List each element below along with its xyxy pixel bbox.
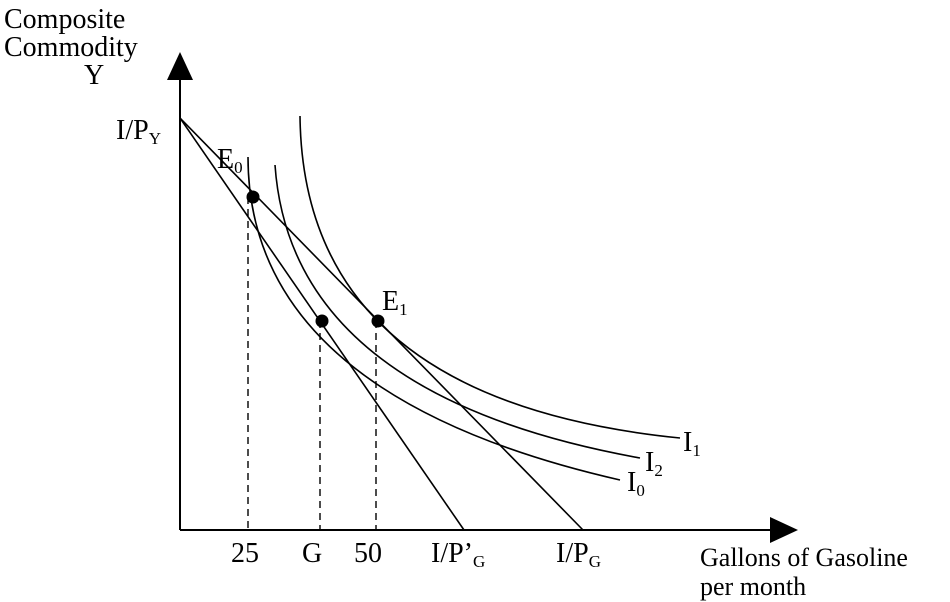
budget-line-original-price-label-sub: G xyxy=(588,552,601,571)
indifference-curve-label-i1: I1 xyxy=(683,427,701,460)
equilibrium-point-e0 xyxy=(246,190,260,204)
x-tick-g: G xyxy=(302,538,323,569)
x-tick-50: 50 xyxy=(354,538,382,569)
equilibrium-label-e1-main: E xyxy=(382,286,400,317)
equilibrium-label-e0: E0 xyxy=(217,144,243,177)
indifference-curve-label-i2-main: I xyxy=(645,447,655,478)
indifference-curve-label-i0-main: I xyxy=(627,467,637,498)
indifference-curve-label-i0-sub: 0 xyxy=(636,481,645,500)
budget-line-new-price-label: I/P’G xyxy=(431,538,486,571)
equilibrium-label-e0-sub: 0 xyxy=(234,158,243,177)
intermediate-point-g xyxy=(315,314,329,328)
y-axis-label-line-2: Commodity xyxy=(4,32,138,63)
x-tick-25: 25 xyxy=(231,538,259,569)
x-axis-label-line-2: per month xyxy=(700,572,807,601)
indifference-curve-label-i2: I2 xyxy=(645,447,663,480)
indifference-curve-i0 xyxy=(247,156,621,481)
equilibrium-label-e0-main: E xyxy=(217,144,235,175)
equilibrium-label-e1: E1 xyxy=(382,286,408,319)
indifference-curve-label-i1-main: I xyxy=(683,427,693,458)
indifference-curve-label-i1-sub: 1 xyxy=(692,441,701,460)
x-axis-label-line-1: Gallons of Gasoline xyxy=(700,543,908,572)
y-axis-label: Composite Commodity Y xyxy=(4,6,138,90)
budget-line-original-price-label-main: I/P xyxy=(556,538,589,569)
y-axis-arrowhead xyxy=(167,52,193,80)
y-intercept-label: I/PY xyxy=(116,115,161,148)
x-axis-arrowhead xyxy=(770,517,798,543)
budget-line-original-price-label: I/PG xyxy=(556,538,601,571)
indifference-curve-i1 xyxy=(299,115,681,439)
y-axis-label-line-3: Y xyxy=(84,60,105,91)
y-intercept-label-sub: Y xyxy=(148,129,161,148)
y-axis-label-line-1: Composite xyxy=(4,4,126,35)
budget-line-new-price-label-main: I/P’ xyxy=(431,538,473,569)
indifference-curve-i2 xyxy=(274,164,641,459)
equilibrium-label-e1-sub: 1 xyxy=(399,300,408,319)
y-intercept-label-main: I/P xyxy=(116,115,149,146)
indifference-curve-label-i2-sub: 2 xyxy=(654,461,663,480)
equilibrium-point-e1 xyxy=(371,314,385,328)
budget-line-new-price-label-sub: G xyxy=(473,552,486,571)
indifference-curve-label-i0: I0 xyxy=(627,467,645,500)
